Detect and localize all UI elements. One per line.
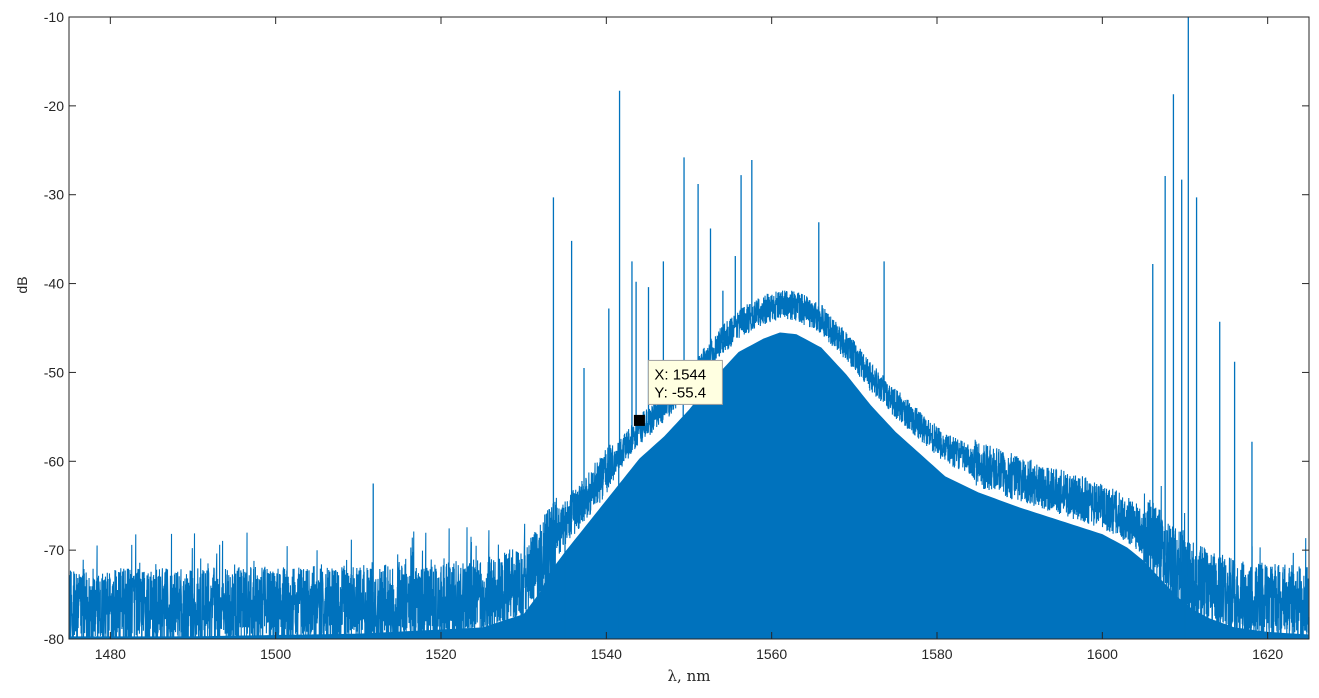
x-axis: 1480 1500 1520 1540 1560 1580 1600 1620	[95, 17, 1283, 662]
x-tick-label: 1580	[921, 646, 952, 662]
x-tick-label: 1600	[1087, 646, 1118, 662]
y-axis: -80 -70 -60 -50 -40 -30 -20 -10	[44, 9, 1309, 647]
y-tick-label: -40	[44, 276, 64, 292]
y-tick-label: -70	[44, 542, 64, 558]
data-tip[interactable]: X: 1544 Y: -55.4	[633, 359, 723, 426]
x-tick-label: 1540	[591, 646, 622, 662]
x-tick-label: 1520	[425, 646, 456, 662]
y-tick-label: -50	[44, 364, 64, 380]
x-tick-label: 1480	[95, 646, 126, 662]
data-tip-marker[interactable]	[633, 414, 645, 426]
data-tip-y: Y: -55.4	[654, 384, 706, 401]
y-tick-label: -60	[44, 453, 64, 469]
noise-floor-band	[69, 332, 1309, 639]
x-tick-label: 1500	[260, 646, 291, 662]
x-axis-label: λ, nm	[668, 667, 711, 685]
data-tip-x: X: 1544	[654, 366, 706, 383]
axes-box	[68, 16, 1310, 640]
y-tick-label: -20	[44, 98, 64, 114]
y-axis-label: dB	[14, 276, 30, 293]
y-tick-label: -30	[44, 187, 64, 203]
y-tick-label: -10	[44, 9, 64, 25]
x-tick-label: 1560	[756, 646, 787, 662]
x-tick-label: 1620	[1252, 646, 1283, 662]
y-tick-label: -80	[44, 631, 64, 647]
data-tip-box	[647, 359, 723, 405]
